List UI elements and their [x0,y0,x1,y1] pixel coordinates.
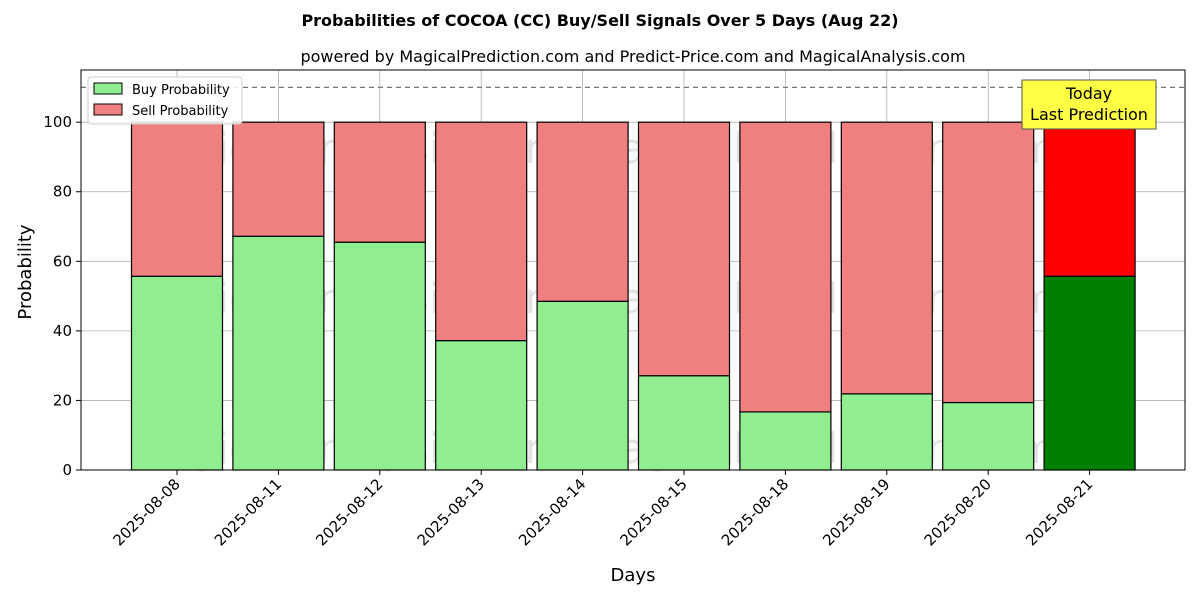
x-tick-label: 2025-08-20 [921,475,995,549]
y-tick-label: 20 [53,391,72,409]
x-tick-label: 2025-08-19 [819,475,893,549]
today-annotation-box [1021,79,1157,130]
bar-sell [942,121,1035,404]
chart-subtitle: powered by MagicalPrediction.com and Pre… [300,47,965,66]
bar-sell [130,121,224,277]
bar-buy [435,340,528,471]
bar-sell [232,121,325,237]
legend-frame [87,76,243,125]
legend-label-buy: Buy Probability [132,83,230,98]
y-axis-label: Probability [15,224,36,319]
bar-buy [1043,275,1136,471]
legend-label-sell: Sell Probability [132,104,229,119]
bar-sell [840,121,933,395]
bar-buy [536,300,629,471]
bar-buy [637,375,731,471]
bar-buy [232,235,325,471]
bar-buy [130,275,224,471]
y-tick-label: 0 [62,461,72,479]
x-tick-label: 2025-08-08 [109,475,183,549]
today-annotation-line2: Last Prediction [1030,105,1148,124]
y-tick-label: 40 [53,322,72,340]
x-tick-label: 2025-08-18 [718,475,792,549]
bar-buy [333,241,426,471]
x-axis-label: Days [611,565,656,586]
bar-sell [333,121,426,243]
bar-sell [536,121,629,302]
legend-swatch-buy [93,82,123,95]
today-annotation: Today Last Prediction [1021,79,1157,130]
today-annotation-line1: Today [1065,84,1112,103]
bar-sell [739,121,832,413]
bar-sell [637,121,731,377]
y-tick-label: 80 [53,183,72,201]
x-tick-label: 2025-08-15 [616,475,690,549]
bar-buy [739,411,832,471]
chart-title: Probabilities of COCOA (CC) Buy/Sell Sig… [301,11,898,30]
x-tick-label: 2025-08-13 [414,475,488,549]
x-tick-label: 2025-08-11 [211,475,285,549]
plot-frame [80,69,1186,471]
x-tick-label: 2025-08-14 [515,475,589,549]
bars-layer [130,121,1136,471]
x-tick-label: 2025-08-12 [312,475,386,549]
bar-buy [840,393,933,471]
legend-swatch-sell [93,103,123,116]
bar-buy [942,401,1035,471]
x-tick-label: 2025-08-21 [1022,475,1096,549]
y-tick-label: 100 [43,113,72,131]
legend: Buy Probability Sell Probability [87,76,243,125]
bar-sell [435,121,528,342]
bar-sell [1043,121,1136,277]
y-tick-label: 60 [53,252,72,270]
